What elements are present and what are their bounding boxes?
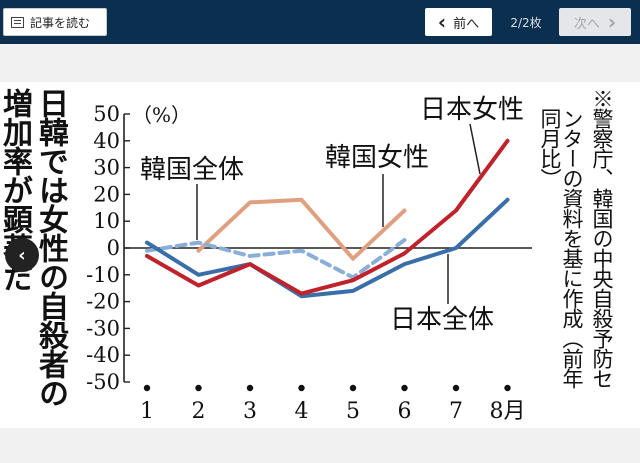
y-tick-label: 30 bbox=[93, 156, 120, 180]
x-tick-label: 4 bbox=[295, 399, 309, 424]
x-tick-label: 6 bbox=[398, 399, 412, 424]
x-tick-label: 1 bbox=[140, 399, 154, 424]
y-tick-label: 50 bbox=[93, 102, 120, 126]
prev-label: 前へ bbox=[453, 16, 480, 32]
next-image-button[interactable]: 次へ › bbox=[559, 8, 631, 36]
headline-line1: 日韓では女性の自殺者の bbox=[33, 88, 68, 407]
x-tick-label: 3 bbox=[243, 399, 257, 424]
image-bottom-margin bbox=[0, 428, 640, 463]
source-note-line3: 同月比） bbox=[538, 108, 562, 188]
series-label: 日本女性 bbox=[420, 95, 524, 125]
overlay-prev-button[interactable]: ‹ bbox=[5, 238, 39, 272]
y-tick-label: 10 bbox=[93, 209, 120, 233]
x-tick-label: 8月 bbox=[490, 399, 526, 424]
y-tick-label: -30 bbox=[86, 316, 120, 340]
series-label: 韓国全体 bbox=[140, 155, 244, 185]
series-label: 韓国女性 bbox=[325, 143, 429, 173]
series-line bbox=[145, 197, 510, 299]
y-tick-label: -20 bbox=[86, 290, 120, 314]
image-top-margin bbox=[0, 44, 640, 82]
top-toolbar: 記事を読む ‹ 前へ 2/2枚 次へ › bbox=[0, 0, 640, 44]
x-tick-label: 5 bbox=[346, 399, 360, 424]
x-tick-dot bbox=[246, 384, 254, 392]
next-label: 次へ bbox=[573, 16, 600, 32]
chevron-left-icon: ‹ bbox=[18, 244, 26, 266]
y-tick-label: -10 bbox=[86, 263, 120, 287]
chevron-left-icon: ‹ bbox=[437, 10, 447, 34]
x-tick-dot bbox=[298, 384, 305, 392]
y-tick-label: 20 bbox=[93, 182, 120, 206]
x-tick-label: 2 bbox=[192, 399, 206, 424]
source-note-line1: ※警察庁、韓国の中央自殺予防セ bbox=[590, 88, 614, 388]
series-label: 日本全体 bbox=[390, 305, 494, 335]
chevron-right-icon: › bbox=[607, 10, 617, 34]
x-tick-dot bbox=[195, 384, 202, 392]
series-line bbox=[196, 197, 407, 261]
x-tick-label: 7 bbox=[449, 399, 463, 424]
y-tick-label: 40 bbox=[93, 129, 120, 153]
x-tick-dot bbox=[349, 384, 357, 392]
series-line bbox=[145, 138, 510, 296]
source-note-line2: ンターの資料を基に作成（前年 bbox=[560, 108, 584, 388]
series-line bbox=[145, 238, 407, 280]
x-tick-dot bbox=[401, 384, 408, 392]
y-tick-label: -40 bbox=[86, 343, 120, 367]
x-tick-dot bbox=[143, 384, 151, 392]
chart-image: 日韓では女性の自殺者の 増加率が顕著だ ※警察庁、韓国の中央自殺予防セ ンターの… bbox=[0, 82, 640, 428]
read-article-button[interactable]: 記事を読む bbox=[3, 8, 107, 36]
article-icon bbox=[11, 16, 24, 28]
read-article-label: 記事を読む bbox=[30, 15, 91, 30]
x-tick-dot bbox=[452, 384, 460, 392]
y-axis-unit: （%） bbox=[132, 103, 191, 127]
y-tick-label: -50 bbox=[86, 370, 120, 394]
prev-image-button[interactable]: ‹ 前へ bbox=[425, 8, 492, 36]
series-leader-line bbox=[469, 123, 481, 175]
image-counter: 2/2枚 bbox=[510, 15, 542, 30]
x-tick-dot bbox=[504, 384, 511, 392]
y-tick-label: 0 bbox=[107, 236, 120, 260]
